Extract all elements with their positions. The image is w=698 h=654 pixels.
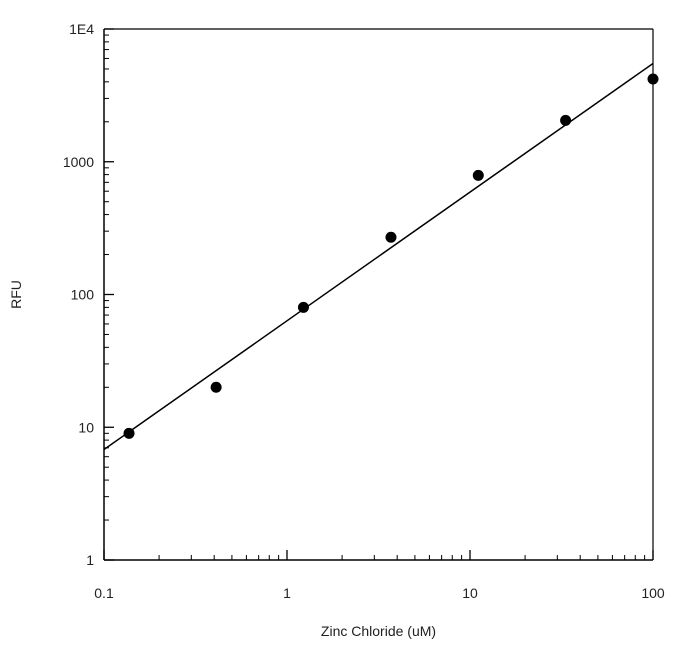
data-points: [123, 73, 659, 439]
x-axis: 0.1 1 10 100: [94, 550, 665, 601]
x-tick-label: 100: [641, 585, 665, 601]
x-tick-label: 10: [462, 585, 478, 601]
data-point: [647, 73, 659, 85]
data-point: [385, 231, 397, 243]
data-point: [210, 381, 222, 393]
fit-line: [103, 62, 654, 451]
data-point: [560, 114, 572, 126]
data-point: [297, 301, 309, 313]
x-axis-title: Zinc Chloride (uM): [321, 623, 436, 639]
y-tick-label: 10: [78, 419, 94, 435]
x-tick-label: 0.1: [94, 585, 114, 601]
fit-line-layer: [103, 62, 654, 451]
y-tick-label: 1: [86, 552, 94, 568]
data-point: [472, 169, 484, 181]
y-axis: 1 10 100 1000 1E4: [63, 21, 114, 568]
data-point: [123, 427, 135, 439]
y-tick-label: 1000: [63, 154, 94, 170]
y-tick-label: 1E4: [69, 21, 94, 37]
x-tick-label: 1: [283, 585, 291, 601]
plot-area: [104, 28, 654, 560]
y-tick-label: 100: [71, 287, 95, 303]
y-axis-title: RFU: [8, 280, 24, 309]
